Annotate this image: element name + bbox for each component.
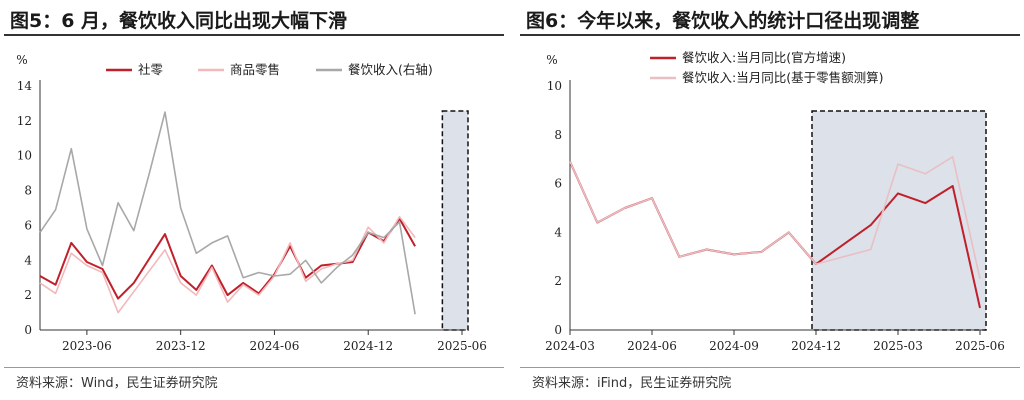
legend-label: 商品零售	[230, 62, 280, 77]
line-chart-left: % 0 2 4 6 8 10 12 14 2023-06 2023-12 2024-06 2024-12…	[16, 53, 487, 353]
x-tick-label: 2025-06	[437, 339, 487, 353]
y-tick-label: 2	[24, 288, 32, 302]
source-rule-left	[4, 367, 504, 368]
highlight-box	[811, 110, 987, 331]
chart-title-right: 图6：今年以来，餐饮收入的统计口径出现调整	[526, 10, 920, 32]
y-tick-label: 2	[554, 274, 562, 288]
x-tick-label: 2024-06	[250, 339, 300, 353]
legend-label: 餐饮收入:当月同比(基于零售额测算)	[682, 70, 883, 85]
y-tick-label: 10	[547, 79, 562, 93]
y-tick-label: 6	[24, 218, 32, 232]
chart-panel-left: 图5：6 月，餐饮收入同比出现大幅下滑 % 0 2 4 6 8 10 12 14 2023-06 2…	[4, 0, 504, 400]
source-rule-right	[520, 367, 1020, 368]
y-tick-label: 8	[24, 184, 32, 198]
y-tick-label: 14	[17, 79, 33, 93]
highlight-box	[441, 110, 469, 331]
y-unit-label: %	[16, 53, 27, 67]
y-tick-label: 4	[24, 253, 32, 267]
y-tick-label: 6	[554, 177, 562, 191]
y-tick-label: 0	[554, 323, 562, 337]
y-tick-label: 10	[17, 149, 32, 163]
y-tick-label: 0	[24, 323, 32, 337]
chart-title-left: 图5：6 月，餐饮收入同比出现大幅下滑	[10, 10, 348, 32]
x-tick-label: 2024-06	[627, 339, 677, 353]
y-tick-label: 4	[554, 225, 562, 239]
legend-label: 社零	[138, 62, 164, 77]
title-rule-right	[520, 34, 1020, 36]
series-line-2	[39, 111, 416, 315]
line-chart-right: % 0 2 4 6 8 10 2024-03 2024-06 2024-09 2024-12 2025…	[545, 50, 1005, 353]
y-tick-label: 12	[17, 114, 32, 128]
x-tick-label: 2024-09	[709, 339, 759, 353]
x-tick-label: 2025-03	[873, 339, 923, 353]
x-tick-label: 2024-12	[791, 339, 841, 353]
y-unit-label: %	[546, 53, 557, 67]
series-line-1	[569, 156, 981, 279]
x-tick-label: 2025-06	[955, 339, 1005, 353]
source-note-left: 资料来源：Wind，民生证券研究院	[16, 376, 218, 391]
title-rule-left	[4, 34, 504, 36]
source-note-right: 资料来源：iFind，民生证券研究院	[532, 376, 732, 391]
legend-label: 餐饮收入:当月同比(官方增速)	[682, 50, 846, 65]
legend-label: 餐饮收入(右轴)	[348, 62, 433, 77]
chart-panel-right: 图6：今年以来，餐饮收入的统计口径出现调整 % 0 2 4 6 8 10 2024-03 202…	[520, 0, 1020, 400]
series-line-0	[39, 217, 416, 300]
x-tick-label: 2024-12	[343, 339, 393, 353]
x-tick-label: 2023-06	[62, 339, 112, 353]
x-tick-label: 2023-12	[156, 339, 206, 353]
y-tick-label: 8	[554, 128, 562, 142]
series-line-1	[39, 215, 416, 314]
x-tick-label: 2024-03	[545, 339, 595, 353]
